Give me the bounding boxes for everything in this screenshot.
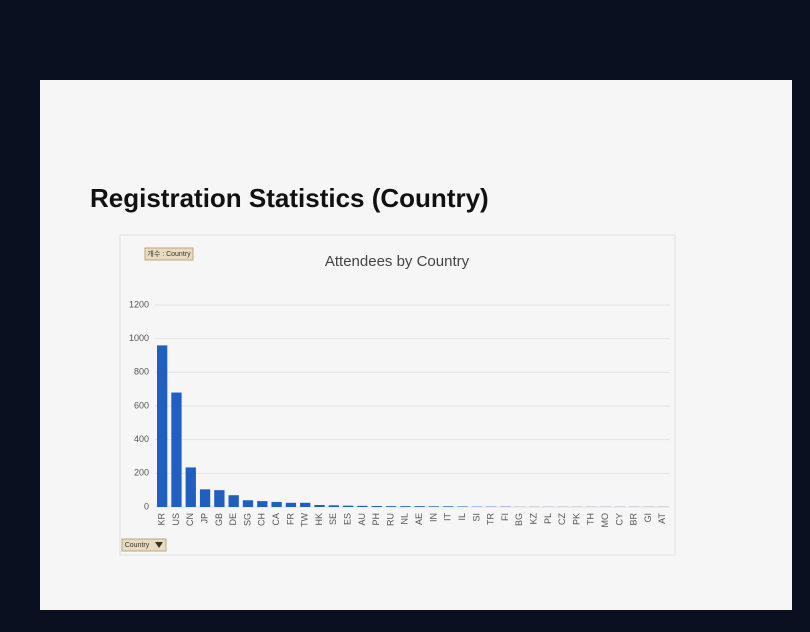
x-tick-label: KR [157,513,167,526]
bar [228,495,239,507]
x-tick-label: CY [614,513,624,526]
x-tick-label: FR [285,513,295,525]
x-tick-label: MO [600,513,610,528]
x-tick-label: CZ [557,513,567,525]
x-tick-label: IL [457,513,467,521]
x-tick-label: HK [314,513,324,526]
bar [199,489,211,507]
chart-title: Attendees by Country [325,253,470,270]
bar [342,505,354,507]
y-tick-label: 800 [134,367,149,377]
bar [300,502,311,507]
bar [457,506,468,507]
bar [428,506,440,507]
x-tick-label: IN [428,513,438,522]
bar [443,506,454,507]
y-tick-label: 1000 [129,333,149,343]
x-tick-label: SE [328,513,338,525]
x-tick-label: TW [300,513,310,527]
chart-frame [119,234,676,556]
x-tick-label: BG [514,513,524,526]
x-tick-label: SG [242,513,252,526]
value-field-label: 개수 : Country [147,249,191,258]
y-tick-label: 200 [134,468,149,478]
bar [185,467,196,507]
x-tick-label: SI [471,513,481,522]
y-tick-label: 0 [144,501,149,511]
x-tick-label: GB [214,513,224,526]
slide [40,80,792,610]
x-tick-label: PK [571,513,581,525]
x-tick-label: PH [371,513,381,526]
x-tick-label: TH [586,513,596,525]
x-tick-label: AU [357,513,367,526]
value-field-button[interactable] [144,247,194,261]
x-tick-label: CH [257,513,267,526]
bar [314,504,325,507]
y-tick-label: 1200 [129,299,149,309]
x-tick-label: AT [657,513,667,524]
x-tick-label: DE [228,513,238,526]
bar [285,502,297,507]
x-tick-label: JP [199,513,209,524]
filter-icon [155,542,163,548]
bar [257,501,268,507]
axis-field-label: Country [125,542,150,549]
y-tick-label: 600 [134,400,149,410]
bar [157,345,168,507]
x-tick-label: KZ [528,513,538,525]
x-tick-label: NL [400,513,410,525]
x-tick-label: AE [414,513,424,525]
x-tick-label: TR [486,513,496,525]
bar [385,506,397,507]
bar [328,505,339,507]
bar [414,506,425,507]
bar [171,392,182,507]
x-tick-label: RU [385,513,395,526]
bar [214,490,225,507]
bar [357,505,368,507]
bar [400,506,411,507]
x-tick-label: PL [543,513,553,524]
bar [271,501,282,507]
x-tick-label: IT [443,512,453,521]
x-tick-label: BR [629,513,639,526]
x-tick-label: CA [271,513,281,526]
slide-title: Registration Statistics (Country) [90,183,489,213]
x-tick-label: CN [185,513,195,526]
x-tick-label: FI [500,513,510,521]
x-tick-label: US [171,513,181,526]
y-tick-label: 400 [134,434,149,444]
x-tick-label: ES [343,513,353,525]
bar [242,500,254,507]
bar [371,505,382,507]
x-tick-label: GI [643,513,653,523]
